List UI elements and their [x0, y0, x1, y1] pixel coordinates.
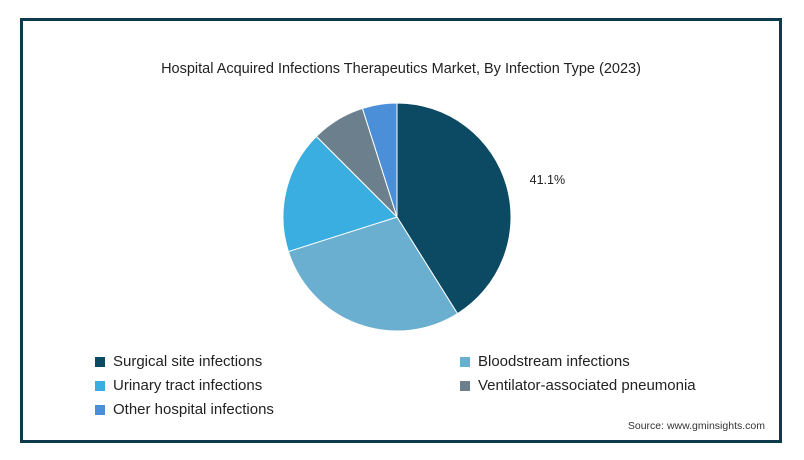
- legend-swatch: [460, 356, 470, 367]
- legend-swatch: [95, 356, 105, 367]
- pie-slice-1: [287, 216, 459, 332]
- legend-item-3: Ventilator-associated pneumonia: [460, 377, 696, 394]
- legend-item-0: Surgical site infections: [95, 353, 262, 370]
- chart-title: Hospital Acquired Infections Therapeutic…: [161, 61, 641, 77]
- chart-frame: Hospital Acquired Infections Therapeutic…: [20, 18, 782, 443]
- pie-slice-2: [282, 135, 398, 253]
- legend-item-4: Other hospital infections: [95, 401, 274, 418]
- legend-item-1: Bloodstream infections: [460, 353, 630, 370]
- source-note: Source: www.gminsights.com: [627, 420, 765, 432]
- pie-slice-4: [361, 102, 398, 218]
- pie-slice-0: [396, 102, 512, 315]
- slice-data-label-0: 41.1%: [530, 173, 565, 187]
- legend-label: Other hospital infections: [113, 401, 274, 418]
- legend-item-2: Urinary tract infections: [95, 377, 262, 394]
- pie-chart: 41.1%: [282, 102, 565, 332]
- legend-label: Ventilator-associated pneumonia: [478, 377, 696, 394]
- legend-label: Surgical site infections: [113, 353, 263, 370]
- legend-label: Bloodstream infections: [478, 353, 630, 370]
- legend-swatch: [95, 404, 105, 415]
- legend-swatch: [460, 380, 470, 391]
- legend-swatch: [95, 380, 105, 391]
- legend-label: Urinary tract infections: [113, 377, 263, 394]
